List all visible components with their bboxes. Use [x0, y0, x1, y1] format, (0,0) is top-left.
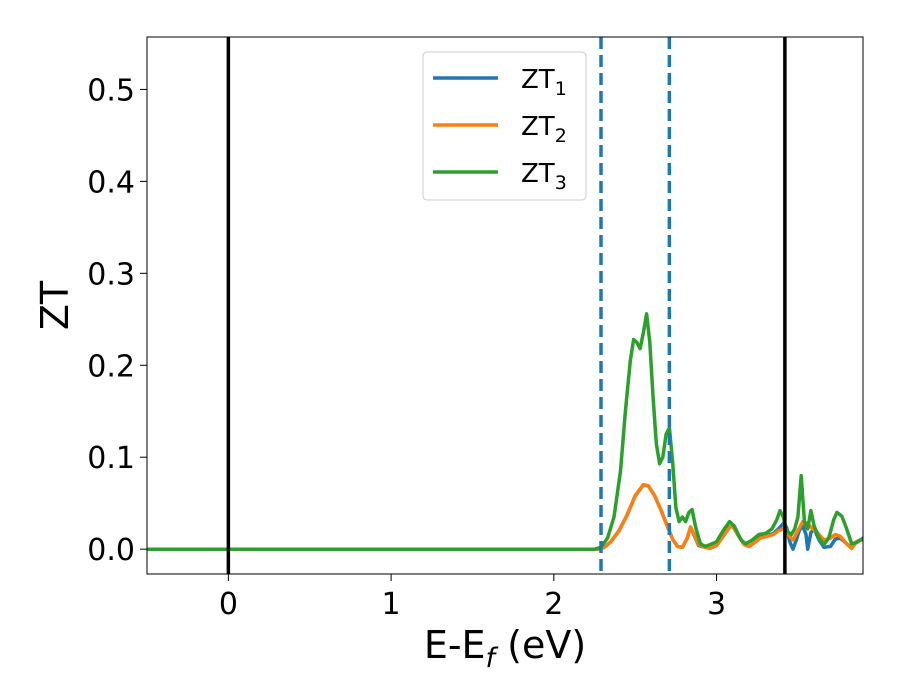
- legend-label-main: ZT: [521, 112, 555, 142]
- axes-frame: [146, 36, 864, 575]
- x-tick-label: 3: [707, 587, 726, 622]
- legend-label-main: ZT: [521, 159, 555, 189]
- y-tick-label: 0.1: [87, 441, 135, 476]
- legend-label-zt3: ZT3: [521, 159, 567, 194]
- x-axis-label-main: E-E: [424, 623, 486, 667]
- axis-ticks: 0 1 2 3 0.0 0.1 0.2 0.3 0.4 0.5: [87, 73, 726, 622]
- plot-area: [147, 37, 863, 574]
- x-axis-label-tail: (eV): [495, 623, 586, 667]
- x-tick-label: 1: [382, 587, 401, 622]
- series-line-zt3: [147, 312, 863, 551]
- legend-box: [422, 51, 587, 201]
- y-axis-label: ZT: [33, 280, 77, 330]
- legend-label-main: ZT: [521, 65, 555, 95]
- x-axis-label: E-Ef (eV): [424, 623, 586, 674]
- y-tick-label: 0.2: [87, 349, 135, 384]
- x-tick-label: 2: [544, 587, 563, 622]
- legend-label-sub: 1: [555, 78, 567, 100]
- y-tick-label: 0.4: [87, 165, 135, 200]
- legend-label-zt1: ZT1: [521, 65, 567, 100]
- legend-label-zt2: ZT2: [521, 112, 567, 147]
- series-line-zt1: [147, 483, 863, 551]
- legend-label-sub: 2: [555, 125, 567, 147]
- legend-label-sub: 3: [555, 172, 567, 194]
- y-tick-label: 0.3: [87, 257, 135, 292]
- x-tick-label: 0: [219, 587, 238, 622]
- y-tick-label: 0.0: [87, 533, 135, 568]
- y-tick-label: 0.5: [87, 73, 135, 108]
